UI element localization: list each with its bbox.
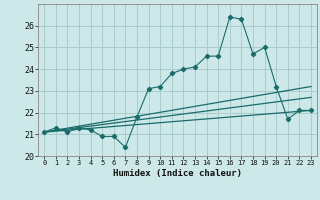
X-axis label: Humidex (Indice chaleur): Humidex (Indice chaleur)	[113, 169, 242, 178]
